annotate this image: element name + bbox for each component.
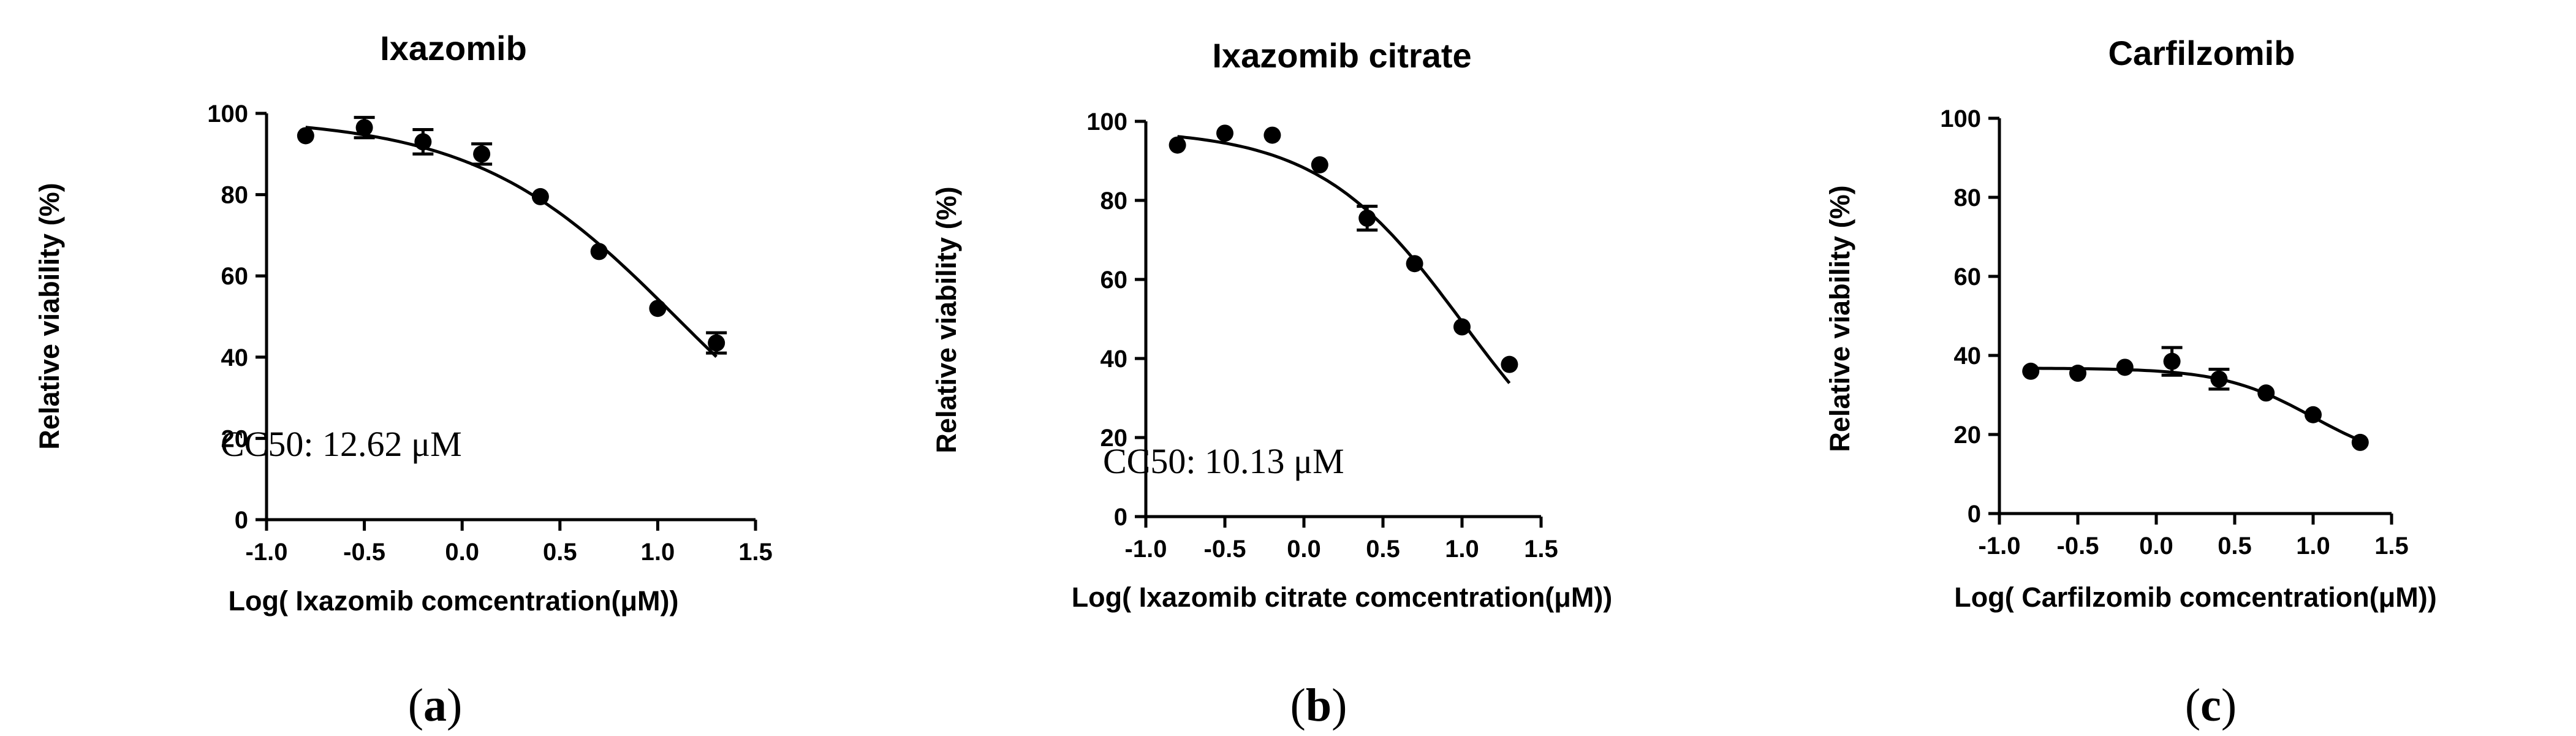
cc50-annotation: CC50: 12.62 μM — [221, 424, 462, 464]
y-tick-label: 20 — [1100, 425, 1128, 452]
x-tick-label: 0.5 — [543, 539, 577, 566]
axes — [1135, 120, 1543, 528]
x-tick-label: 1.5 — [2374, 533, 2409, 560]
y-tick-label: 100 — [207, 101, 248, 127]
y-tick-label: 0 — [1968, 501, 1981, 528]
data-point — [2257, 384, 2275, 402]
x-tick-label: 1.5 — [1524, 536, 1558, 563]
chart-panel-c: Carfilzomib Relative viability (%) Log( … — [1824, 34, 2437, 731]
y-axis-label: Relative viability (%) — [34, 183, 65, 449]
y-tick-label: 100 — [1086, 108, 1127, 135]
chart-panel-a: Ixazomib Relative viability (%) Log( Ixa… — [34, 29, 773, 731]
y-tick-label: 100 — [1940, 105, 1981, 132]
y-tick-label: 40 — [1954, 343, 1982, 370]
data-point — [649, 300, 667, 317]
data-point — [355, 119, 373, 137]
chart-title: Ixazomib — [380, 29, 527, 67]
chart-title: Carfilzomib — [2108, 34, 2295, 72]
data-point — [2305, 406, 2322, 423]
y-axis-label: Relative viability (%) — [1824, 185, 1855, 452]
y-tick-label: 40 — [1100, 346, 1128, 373]
y-axis-label: Relative viability (%) — [931, 186, 962, 453]
data-point — [2351, 433, 2369, 451]
y-tick-label: 60 — [1954, 264, 1982, 290]
data-point — [590, 243, 608, 260]
caption-letter: c — [2200, 680, 2221, 731]
x-tick-label: -1.0 — [246, 539, 288, 566]
y-tick-label: 80 — [1954, 184, 1982, 211]
x-axis-label: Log( Ixazomib citrate comcentration(μM)) — [1072, 582, 1613, 613]
data-point — [2069, 365, 2086, 382]
data-point — [1169, 136, 1186, 154]
data-point — [531, 188, 549, 205]
x-tick-label: 1.0 — [1445, 536, 1479, 563]
x-tick-label: 0.0 — [445, 539, 479, 566]
panel-caption: (a) — [408, 680, 463, 731]
chart-title: Ixazomib citrate — [1212, 36, 1471, 75]
caption-letter: a — [423, 680, 447, 731]
data-point — [2116, 359, 2134, 376]
y-tick-label: 60 — [1100, 267, 1128, 294]
x-tick-label: 1.0 — [641, 539, 675, 566]
x-axis-label: Log( Carfilzomib comcentration(μM)) — [1954, 582, 2437, 613]
data-point — [2163, 352, 2181, 370]
data-point — [2210, 370, 2228, 388]
y-tick-label: 80 — [1100, 188, 1128, 214]
panel-caption: (b) — [1290, 680, 1347, 731]
data-point — [1263, 126, 1281, 144]
data-point — [1311, 156, 1328, 173]
data-point — [1216, 124, 1233, 142]
chart-panel-b: Ixazomib citrate Relative viability (%) … — [931, 36, 1613, 731]
data-point — [2022, 362, 2040, 380]
x-tick-label: 0.5 — [1366, 536, 1400, 563]
data-point — [1406, 255, 1423, 273]
cc50-annotation: CC50: 10.13 μM — [1103, 441, 1344, 481]
data-point — [414, 133, 432, 151]
y-tick-label: 20 — [221, 425, 249, 452]
fit-curve — [1177, 135, 1511, 384]
y-tick-label: 20 — [1954, 422, 1982, 449]
y-tick-label: 40 — [221, 344, 249, 371]
x-tick-label: -0.5 — [343, 539, 385, 566]
x-tick-label: -1.0 — [1979, 533, 2021, 560]
x-tick-label: 1.0 — [2296, 533, 2330, 560]
data-point — [473, 145, 491, 163]
y-tick-label: 0 — [235, 507, 248, 534]
data-point — [708, 334, 725, 352]
caption-letter: b — [1306, 680, 1332, 731]
x-axis-label: Log( Ixazomib comcentration(μM)) — [228, 585, 678, 616]
data-point — [297, 127, 314, 145]
y-tick-label: 60 — [221, 263, 249, 290]
panel-caption: (c) — [2185, 680, 2237, 731]
y-tick-label: 80 — [221, 182, 249, 209]
x-tick-label: -0.5 — [2057, 533, 2099, 560]
x-tick-label: 0.0 — [2139, 533, 2173, 560]
axes — [1988, 116, 2393, 525]
data-point — [1501, 355, 1518, 373]
x-tick-label: -1.0 — [1125, 536, 1167, 563]
x-tick-label: 0.5 — [2218, 533, 2252, 560]
x-tick-label: 1.5 — [738, 539, 773, 566]
x-tick-label: -0.5 — [1204, 536, 1246, 563]
x-tick-label: 0.0 — [1287, 536, 1321, 563]
data-point — [1453, 318, 1471, 336]
data-point — [1358, 210, 1376, 227]
y-tick-label: 0 — [1114, 504, 1127, 531]
fit-curve — [305, 126, 718, 358]
axes — [256, 112, 757, 531]
